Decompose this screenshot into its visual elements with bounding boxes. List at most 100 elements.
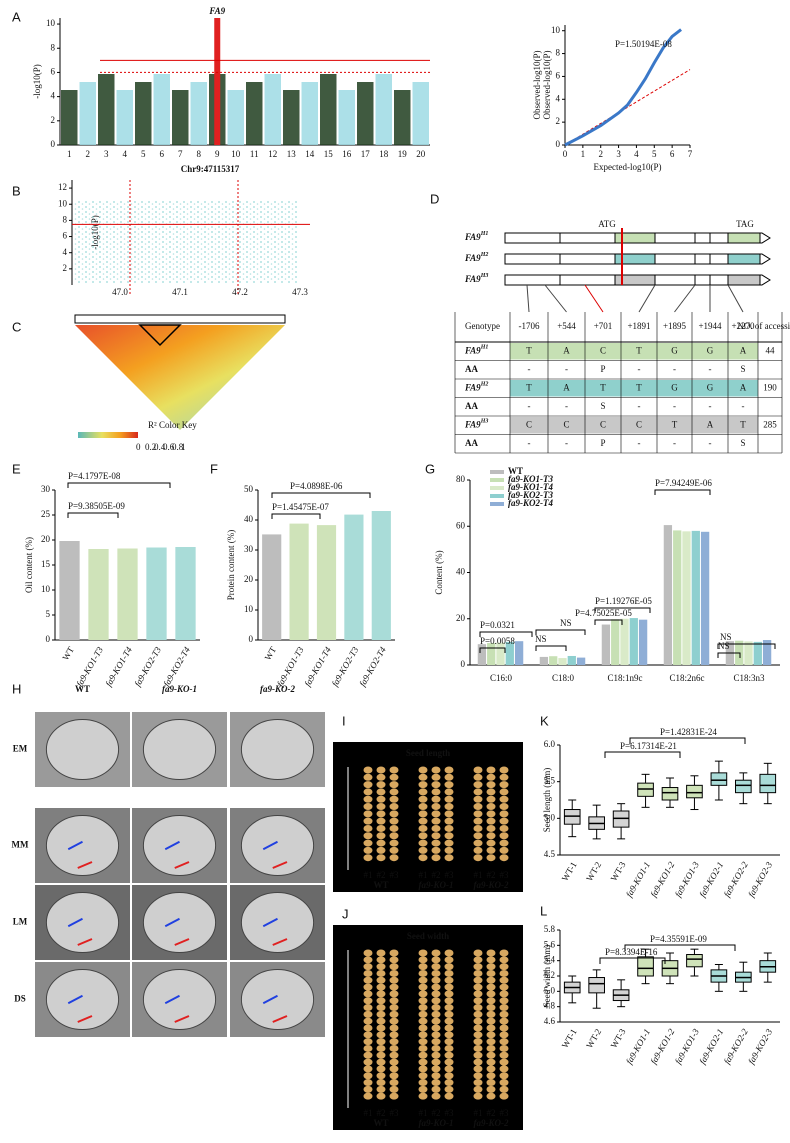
panel-label: H [12,681,21,696]
bar [505,641,514,665]
seed [418,1010,428,1018]
chromosome-band [394,90,411,145]
line-label: #3 [445,1108,455,1118]
seed [473,773,483,781]
seed [389,846,399,854]
y-tick-label: 30 [244,544,254,554]
seed [499,839,509,847]
seed [376,839,386,847]
seed [363,956,373,964]
seed [389,1085,399,1093]
line-label: #2 [487,1108,496,1118]
x-tick-label: 47.1 [172,287,188,297]
seed [376,983,386,991]
bracket [629,737,746,744]
exon [614,274,656,286]
arrow-blue [262,840,278,851]
panel-label: K [540,713,549,728]
x-tick-label: WT-2 [584,860,603,883]
table-cell: T [636,382,642,392]
arrow-red [272,938,288,946]
seed [363,817,373,825]
seed [473,1092,483,1100]
seed [499,846,509,854]
bar [289,523,309,640]
seed [486,1065,496,1073]
gwas-peak [214,18,221,145]
seed [376,963,386,971]
seed [418,854,428,862]
seed [431,1092,441,1100]
y-tick-label: 8 [556,48,561,58]
gene-label: FA9 [208,6,225,16]
seed [431,1085,441,1093]
seed [473,846,483,854]
x-tick-label: C18:1n9c [608,673,643,683]
seed [444,956,454,964]
seed [376,1004,386,1012]
x-tick-label: 5 [652,149,657,159]
row-label: AA [465,438,478,448]
x-tick-label: 4 [634,149,639,159]
chromosome-label: 2 [86,149,91,159]
y-tick-label: 4 [556,93,561,103]
table-cell: - [673,364,676,374]
table-cell: G [707,382,714,392]
bar [558,658,567,665]
bar [88,549,109,640]
chromosome-band [338,90,355,145]
row-fill [510,380,758,397]
seed [486,1058,496,1066]
x-tick-label: 3 [616,149,621,159]
seed [363,788,373,796]
seed [389,1010,399,1018]
seed [444,976,454,984]
chromosome-band [246,82,263,145]
line-label: #3 [500,870,510,880]
seed [376,1017,386,1025]
seed [389,990,399,998]
seed [473,963,483,971]
seed [499,1017,509,1025]
seed [363,773,373,781]
seed [444,1004,454,1012]
start-codon: ATG [598,219,616,229]
seed [389,956,399,964]
seed [431,1072,441,1080]
table-cell: P [600,364,605,374]
seed [444,810,454,818]
row-fill [510,343,758,360]
seed [431,773,441,781]
arrow-red [174,938,190,946]
panel-label: A [12,9,21,24]
x-tick-label: 6 [670,149,675,159]
seed [376,817,386,825]
y-tick-label: 0 [556,139,561,149]
seed [376,824,386,832]
seed [418,766,428,774]
seed [376,1051,386,1059]
table-header: -1706 [519,321,540,331]
seed [376,990,386,998]
chromosome-band [375,74,392,145]
y-tick-label: 0 [51,139,56,149]
bar [576,657,586,665]
seed [486,766,496,774]
seed [363,1031,373,1039]
arrow-red [77,938,93,946]
seed [473,1010,483,1018]
seed [473,1024,483,1032]
chromosome-band [79,82,96,145]
chromosome-band [61,90,78,145]
arrow-red [272,861,288,869]
seed [431,832,441,840]
seed [376,795,386,803]
seed [363,983,373,991]
seed [389,976,399,984]
chromosome-label: 12 [268,149,277,159]
y-tick-label: 60 [456,520,466,530]
seed [444,1072,454,1080]
seed [363,976,373,984]
seed [363,781,373,789]
cell-outline [240,969,315,1030]
